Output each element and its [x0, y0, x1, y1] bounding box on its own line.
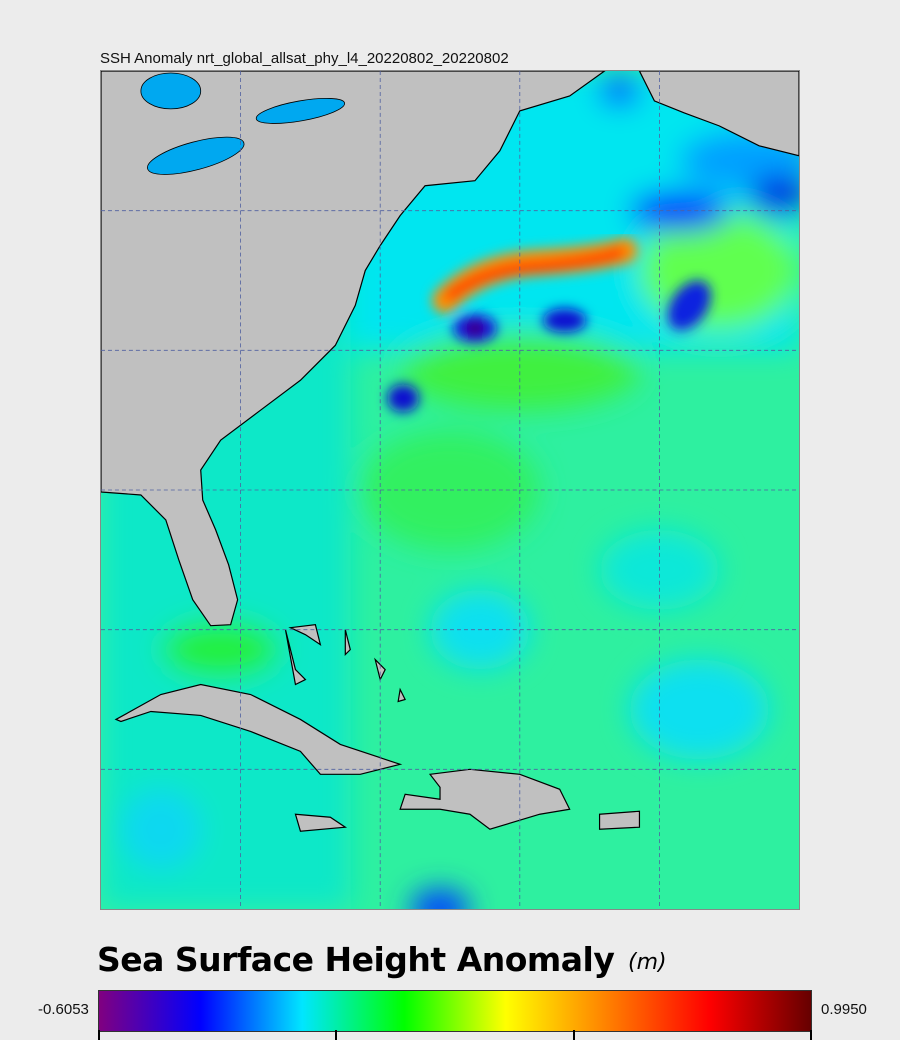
- map-title: SSH Anomaly nrt_global_allsat_phy_l4_202…: [100, 50, 509, 67]
- colorbar-tick: [573, 1030, 575, 1040]
- cuba: [114, 683, 403, 775]
- nova-scotia-landmass: [638, 71, 799, 157]
- colorbar: [98, 990, 812, 1032]
- colorbar-title: Sea Surface Height Anomaly: [97, 940, 615, 979]
- ssh-anomaly-map: [100, 70, 800, 910]
- colorbar-tick: [335, 1030, 337, 1040]
- grid-lines: [101, 71, 799, 909]
- colorbar-tick: [98, 1030, 100, 1040]
- hispaniola: [399, 768, 571, 830]
- great-lakes: [140, 72, 346, 175]
- colorbar-max-label: 0.9950: [821, 1001, 867, 1018]
- bahamas: [284, 624, 406, 703]
- eddies: [387, 237, 712, 413]
- puerto-rico: [598, 810, 641, 830]
- colorbar-unit: (m): [628, 950, 667, 975]
- jamaica: [294, 813, 348, 832]
- colorbar-tick: [810, 1030, 812, 1040]
- colorbar-min-label: -0.6053: [38, 1001, 89, 1018]
- land: [101, 71, 799, 832]
- north-america-landmass: [101, 71, 606, 627]
